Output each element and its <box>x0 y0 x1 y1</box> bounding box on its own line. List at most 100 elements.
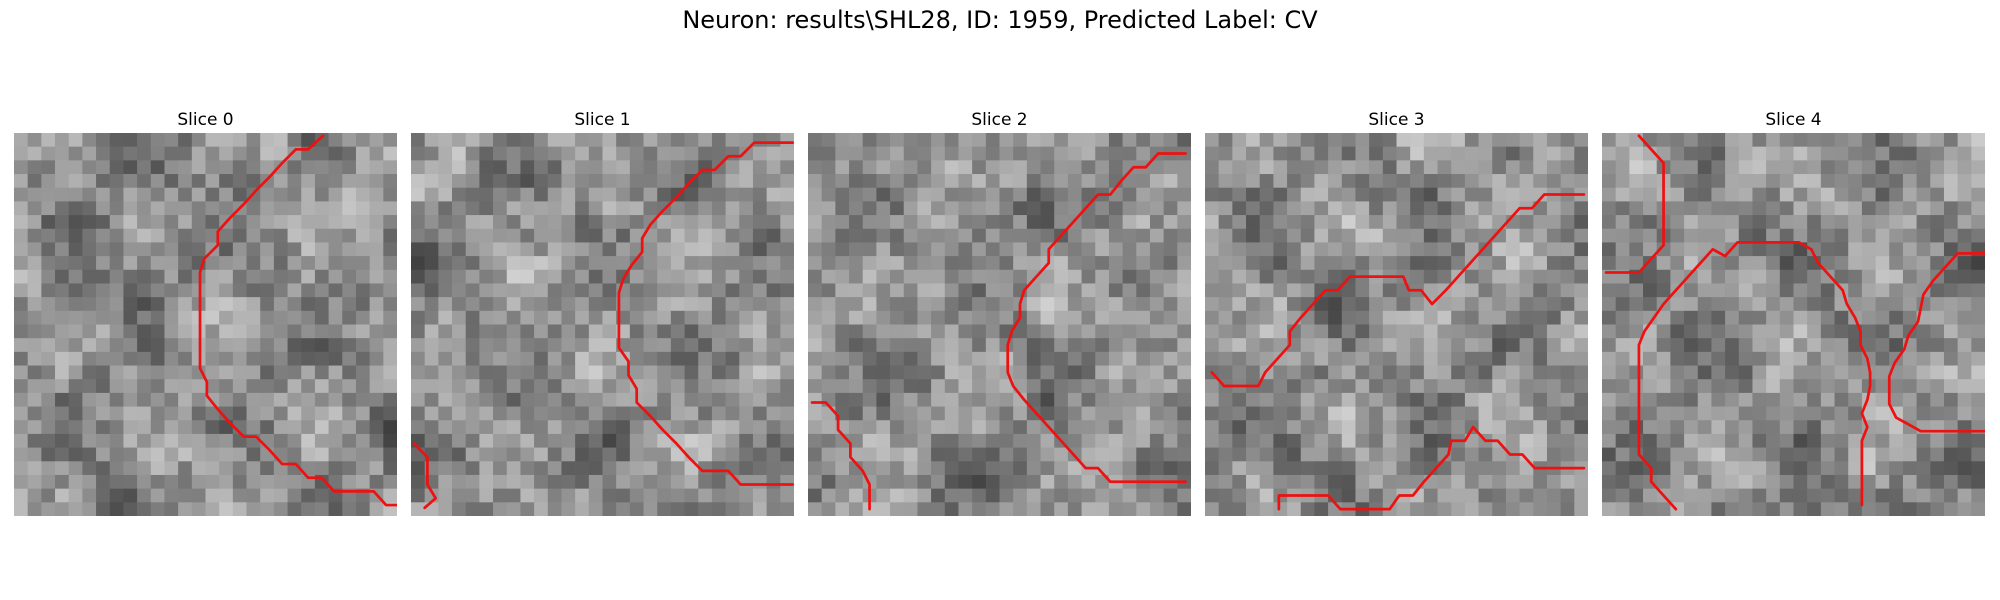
pixel <box>41 447 56 462</box>
pixel <box>1355 133 1370 147</box>
pixel <box>314 133 329 147</box>
pixel <box>1382 488 1397 503</box>
pixel <box>1451 297 1466 312</box>
pixel <box>1026 474 1041 489</box>
pixel <box>1916 392 1931 407</box>
pixel <box>1656 502 1671 516</box>
pixel <box>643 379 658 394</box>
pixel <box>1738 187 1753 202</box>
pixel <box>1533 133 1548 147</box>
pixel <box>1136 228 1151 243</box>
pixel <box>438 283 453 298</box>
pixel <box>1040 461 1055 476</box>
pixel <box>1519 379 1534 394</box>
pixel <box>1300 365 1315 380</box>
pixel <box>931 474 946 489</box>
pixel <box>1067 228 1082 243</box>
pixel <box>670 351 685 366</box>
pixel <box>1026 392 1041 407</box>
pixel <box>1656 433 1671 448</box>
pixel <box>1766 488 1781 503</box>
pixel <box>27 433 42 448</box>
pixel <box>534 174 549 188</box>
pixel <box>1341 146 1356 161</box>
pixel <box>917 324 932 339</box>
pixel <box>1478 283 1493 298</box>
pixel <box>1752 133 1767 147</box>
pixel <box>301 269 316 284</box>
pixel <box>1793 160 1808 175</box>
pixel <box>1149 283 1164 298</box>
pixel <box>1793 502 1808 516</box>
pixel <box>602 392 617 407</box>
slice-panel-3: Slice 3 <box>1205 107 1588 516</box>
pixel <box>164 297 179 312</box>
pixel <box>1273 160 1288 175</box>
pixel <box>191 406 206 421</box>
pixel <box>1834 433 1849 448</box>
pixel <box>82 146 97 161</box>
pixel <box>1807 283 1822 298</box>
pixel <box>1492 133 1507 147</box>
pixel <box>1382 447 1397 462</box>
pixel <box>287 256 302 271</box>
pixel <box>1396 392 1411 407</box>
pixel <box>1519 324 1534 339</box>
pixel <box>1902 146 1917 161</box>
pixel <box>1971 392 1985 407</box>
pixel <box>1848 201 1863 216</box>
pixel <box>342 133 357 147</box>
pixel <box>520 133 535 147</box>
pixel <box>273 242 288 257</box>
pixel <box>1848 488 1863 503</box>
pixel <box>1410 461 1425 476</box>
pixel <box>1574 256 1588 271</box>
pixel <box>917 146 932 161</box>
pixel <box>725 324 740 339</box>
pixel <box>1205 283 1219 298</box>
pixel <box>1122 160 1137 175</box>
pixel <box>1437 338 1452 353</box>
pixel <box>246 351 261 366</box>
pixel <box>1574 201 1588 216</box>
pixel <box>1930 174 1945 188</box>
pixel <box>1752 215 1767 230</box>
pixel <box>1423 365 1438 380</box>
pixel <box>14 447 28 462</box>
pixel <box>260 269 275 284</box>
pixel <box>944 433 959 448</box>
pixel <box>287 351 302 366</box>
pixel <box>1697 461 1712 476</box>
pixel <box>1410 310 1425 325</box>
pixel <box>1478 174 1493 188</box>
pixel <box>1013 242 1028 257</box>
pixel <box>780 256 794 271</box>
pixel <box>1930 324 1945 339</box>
pixel <box>1108 406 1123 421</box>
pixel <box>1382 256 1397 271</box>
pixel <box>985 228 1000 243</box>
pixel <box>68 365 83 380</box>
pixel <box>1670 406 1685 421</box>
pixel <box>1820 324 1835 339</box>
pixel <box>1943 242 1958 257</box>
slice-title: Slice 0 <box>177 110 234 130</box>
pixel <box>1560 406 1575 421</box>
pixel <box>1902 406 1917 421</box>
pixel <box>890 324 905 339</box>
pixel <box>55 406 69 421</box>
pixel <box>999 433 1014 448</box>
pixel <box>1546 160 1561 175</box>
pixel <box>1505 351 1520 366</box>
pixel <box>506 283 521 298</box>
pixel <box>1793 283 1808 298</box>
pixel <box>1684 283 1699 298</box>
pixel <box>1341 242 1356 257</box>
pixel <box>1300 146 1315 161</box>
pixel <box>1848 433 1863 448</box>
pixel <box>164 269 179 284</box>
pixel <box>178 406 193 421</box>
pixel <box>1943 215 1958 230</box>
pixel <box>821 256 836 271</box>
pixel <box>1574 215 1588 230</box>
